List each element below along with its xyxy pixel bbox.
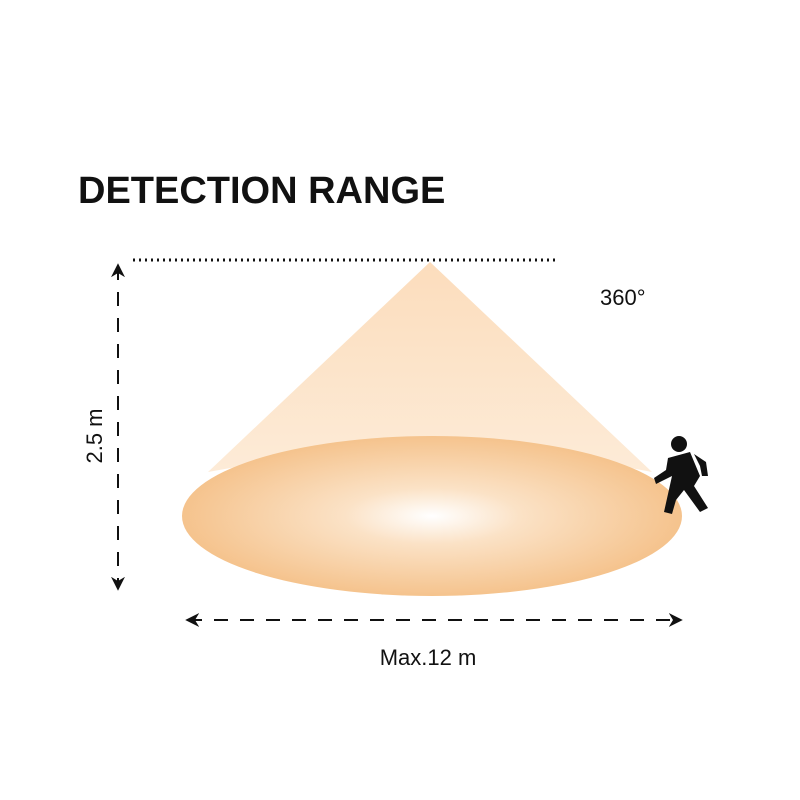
title: DETECTION RANGE <box>78 170 445 212</box>
range-label: Max.12 m <box>380 645 477 670</box>
person-icon <box>654 436 708 514</box>
angle-label: 360° <box>600 285 646 310</box>
height-label: 2.5 m <box>82 408 107 463</box>
detection-area <box>182 436 682 596</box>
detection-cone <box>208 262 652 472</box>
